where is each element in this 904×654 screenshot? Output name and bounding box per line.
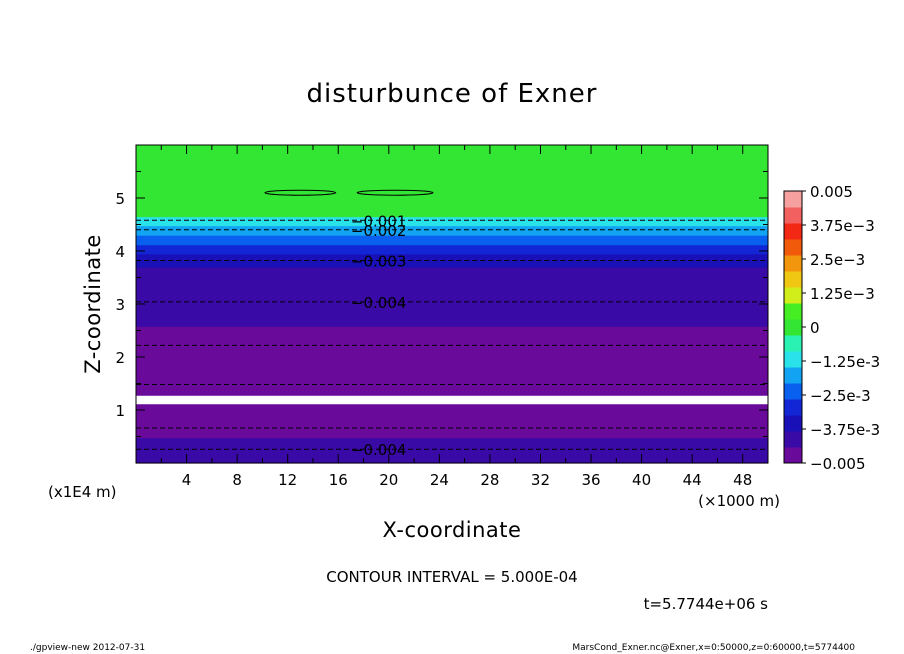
colorbar-tick-label: −1.25e-3 [810, 353, 880, 371]
x-tick-label: 8 [232, 471, 242, 489]
x-tick-labels: 4 8 12 16 20 24 28 32 36 40 44 48 [182, 471, 752, 489]
colorbar-segment [784, 303, 802, 320]
x-tick-label: 32 [531, 471, 550, 489]
closed-contour [356, 189, 434, 196]
colorbar [783, 190, 803, 464]
colorbar-segment [784, 447, 802, 464]
colorbar-segment [784, 415, 802, 432]
colorbar-tick-label: −2.5e-3 [810, 387, 871, 405]
contour-band [136, 403, 768, 411]
x-tick-label: 12 [278, 471, 297, 489]
contour-label: −0.002 [351, 222, 407, 240]
colorbar-tick-label: 2.5e−3 [810, 251, 865, 269]
axis-ticks [136, 145, 768, 463]
contour-band [136, 266, 768, 284]
y-tick-label: 5 [115, 190, 125, 208]
x-tick-label: 24 [430, 471, 449, 489]
x-tick-label: 4 [182, 471, 192, 489]
plot-frame [135, 144, 769, 464]
colorbar-segment [784, 223, 802, 240]
contour-layer: −0.001−0.002 −0.003 −0.004 −0.004 [136, 189, 768, 459]
x-tick-label: 44 [683, 471, 702, 489]
contour-band [136, 301, 768, 327]
contour-label: −0.003 [351, 253, 407, 271]
x-axis-unit: (×1000 m) [698, 492, 780, 510]
contour-interval-note: CONTOUR INTERVAL = 5.000E-04 [326, 568, 577, 586]
time-stamp: t=5.7744e+06 s [644, 595, 769, 613]
y-axis-unit: (x1E4 m) [48, 483, 117, 501]
colorbar-tick-label: −3.75e-3 [810, 421, 880, 439]
contour-band [136, 326, 768, 352]
colorbar-segment [784, 335, 802, 352]
colorbar-segment [784, 287, 802, 304]
contour-band [136, 395, 768, 405]
x-tick-label: 40 [632, 471, 651, 489]
y-tick-label: 2 [115, 349, 125, 367]
colorbar-segment [784, 271, 802, 288]
y-axis-label: Z-coordinate [81, 234, 105, 374]
contour-band [136, 430, 768, 439]
colorbar-tick-label: 3.75e−3 [810, 217, 875, 235]
colorbar-segment [784, 207, 802, 224]
contour-band [136, 145, 768, 218]
colorbar-segment [784, 239, 802, 256]
contour-band [136, 410, 768, 422]
x-tick-label: 28 [480, 471, 499, 489]
x-tick-label: 16 [329, 471, 348, 489]
contour-band [136, 216, 768, 227]
y-tick-label: 3 [115, 296, 125, 314]
contour-band [136, 420, 768, 431]
contour-band [136, 282, 768, 302]
colorbar-tick-label: 0.005 [810, 183, 853, 201]
x-tick-label: 48 [733, 471, 752, 489]
contour-band [136, 244, 768, 255]
colorbar-tick-label: −0.005 [810, 455, 866, 473]
colorbar-segment [784, 351, 802, 368]
colorbar-tick-label: 0 [810, 319, 820, 337]
footer-left: ./gpview-new 2012-07-31 [30, 643, 145, 653]
plot-area [136, 145, 768, 464]
x-tick-label: 36 [581, 471, 600, 489]
closed-contour [264, 189, 337, 196]
colorbar-segment [784, 431, 802, 448]
chart-title: disturbunce of Exner [307, 79, 598, 109]
footer-right: MarsCond_Exner.nc@Exner,x=0:50000,z=0:60… [572, 643, 855, 653]
colorbar-segment [784, 399, 802, 416]
contour-label: −0.004 [351, 441, 407, 459]
colorbar-segment [784, 383, 802, 400]
y-tick-labels: 1 2 3 4 5 [115, 190, 125, 420]
contour-label: −0.004 [351, 294, 407, 312]
colorbar-segment [784, 191, 802, 208]
colorbar-segment [784, 319, 802, 336]
y-tick-label: 1 [115, 402, 125, 420]
colorbar-segment [784, 367, 802, 384]
colorbar-tick-label: 1.25e−3 [810, 285, 875, 303]
contour-band [136, 449, 768, 464]
contour-band [136, 235, 768, 246]
colorbar-labels: 0.005 3.75e−3 2.5e−3 1.25e−3 0 −1.25e-3 −2.5e-… [802, 183, 880, 473]
x-axis-label: X-coordinate [383, 518, 522, 542]
contour-band [136, 350, 768, 375]
contour-label: −0.001 [351, 212, 407, 230]
y-tick-label: 4 [115, 243, 125, 261]
contour-band [136, 437, 768, 450]
x-tick-label: 20 [379, 471, 398, 489]
colorbar-segment [784, 255, 802, 272]
contour-band [136, 225, 768, 236]
